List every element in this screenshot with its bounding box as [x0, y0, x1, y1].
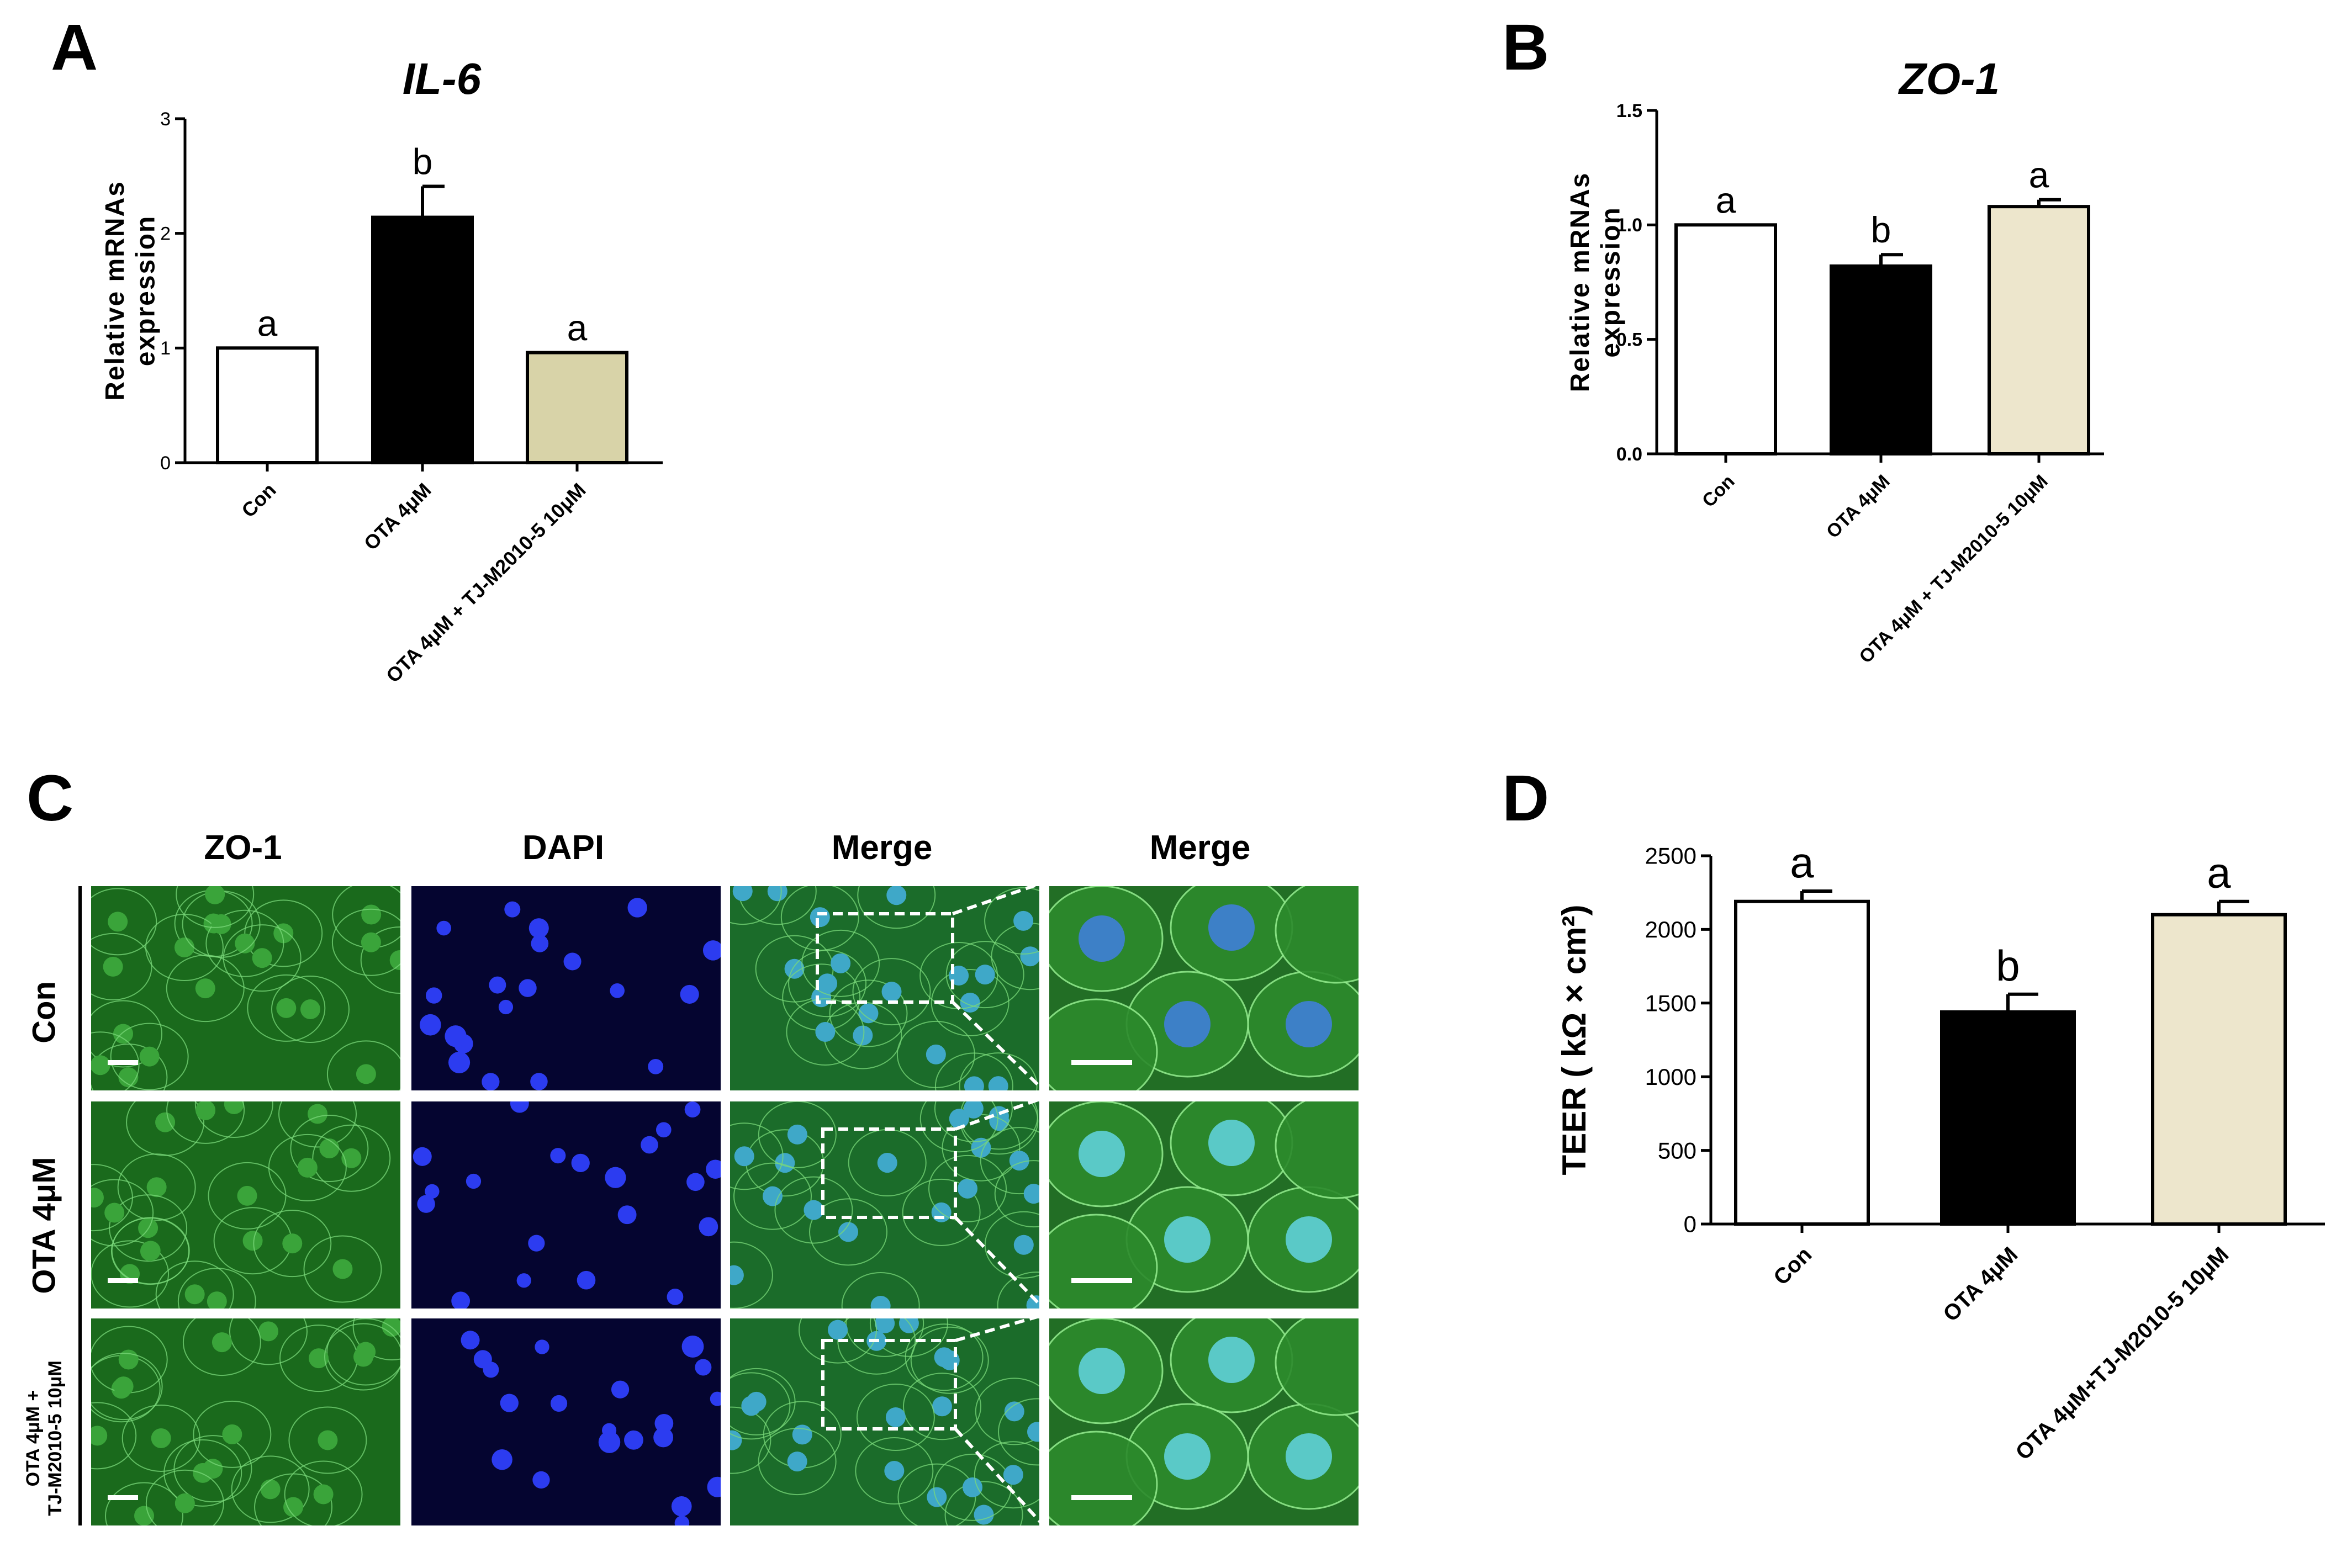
- y-tick-label: 2: [160, 224, 171, 245]
- column-header-merge: Merge: [831, 829, 933, 867]
- bar-1: [1674, 223, 1777, 455]
- chart-title: ZO-1: [1898, 54, 2000, 103]
- y-tick-label: 2000: [1645, 917, 1696, 942]
- bar-2: [1940, 1010, 2076, 1226]
- bar-2: [1830, 264, 1932, 455]
- y-axis-label-line: expression: [131, 215, 160, 366]
- significance-letter: a: [1716, 179, 1736, 220]
- micro-image-r2-zo1: [91, 1101, 400, 1309]
- x-tick-label: OTA 4μM: [1822, 471, 1894, 543]
- significance-letter: a: [2029, 155, 2049, 195]
- micro-image-r1-dapi: [411, 886, 721, 1090]
- x-tick-label: OTA 4μM + TJ-M2010-5 10μM: [1855, 471, 2052, 668]
- column-header-merge-zoom: Merge: [1149, 829, 1251, 867]
- bar-2: [371, 215, 474, 464]
- y-tick-label: 1000: [1645, 1064, 1696, 1090]
- y-tick-label: 1.0: [1616, 215, 1642, 236]
- y-tick-label: 0: [160, 453, 171, 474]
- panel-letter-a: A: [51, 11, 98, 84]
- micro-image-r3-zo1: [91, 1318, 400, 1525]
- y-tick-label: 0.0: [1616, 444, 1642, 465]
- significance-letter: a: [2207, 849, 2231, 897]
- significance-letter: a: [567, 308, 588, 348]
- x-tick-label: Con: [237, 479, 280, 522]
- micro-image-r1-merge: [730, 886, 1039, 1090]
- x-tick-label: Con: [1769, 1242, 1816, 1290]
- column-header-dapi: DAPI: [522, 829, 605, 867]
- panel-letter-b: B: [1502, 11, 1550, 84]
- chart-teer: 0 500 1000 1500 2000 2500 TEER ( kΩ × cm²) a Con…: [1556, 838, 2325, 1465]
- y-axis-label-line: TEER ( kΩ × cm²): [1556, 905, 1593, 1175]
- significance-letter: b: [1996, 941, 2020, 990]
- y-tick-label: 500: [1658, 1137, 1696, 1163]
- significance-letter: a: [257, 303, 278, 343]
- x-tick-label: OTA 4μM: [360, 479, 436, 555]
- y-tick-label: 1: [160, 338, 171, 359]
- x-tick-label: Con: [1698, 471, 1739, 512]
- panel-letter-c: C: [27, 762, 74, 835]
- bar-1: [216, 346, 319, 464]
- micro-image-r3-merge: [730, 1318, 1039, 1525]
- scale-bar: [108, 1060, 138, 1065]
- significance-letter: b: [1871, 209, 1891, 250]
- scale-bar: [108, 1495, 138, 1500]
- y-tick-label: 0.5: [1616, 330, 1642, 351]
- panel-letter-d: D: [1502, 762, 1550, 835]
- significance-letter: a: [1790, 838, 1814, 887]
- y-axis-label-line: Relative mRNAs: [1566, 172, 1595, 393]
- micro-image-r1-zoom: [1049, 886, 1359, 1090]
- micro-image-r3-dapi: [411, 1318, 721, 1525]
- y-tick-label: 1.5: [1616, 100, 1642, 121]
- y-tick-label: 2500: [1645, 843, 1696, 869]
- chart-il6: IL-6 0 1 2 3 Relative mRNAs expression a Con b OTA…: [101, 54, 663, 687]
- x-tick-label: OTA 4μM+TJ-M2010-5 10μM: [2011, 1242, 2233, 1465]
- micro-image-r2-zoom: [1049, 1101, 1359, 1309]
- x-tick-label: OTA 4μM: [1938, 1242, 2022, 1326]
- scale-bar: [108, 1278, 138, 1283]
- y-tick-label: 0: [1684, 1211, 1696, 1237]
- y-axis-label: Relative mRNAs expression: [101, 181, 160, 401]
- scale-bar: [1071, 1495, 1132, 1500]
- bar-3: [1988, 205, 2090, 455]
- chart-zo1: ZO-1 0.0 0.5 1.0 1.5 Relative mRNAs expression…: [1566, 54, 2104, 668]
- row-label-ota-tj: OTA 4μM + TJ-M2010-5 10μM: [23, 1360, 66, 1516]
- bar-3: [526, 351, 628, 465]
- row-label-con: Con: [26, 981, 62, 1043]
- chart-title: IL-6: [403, 54, 482, 103]
- scale-bar: [1071, 1060, 1132, 1065]
- column-header-zo1: ZO-1: [204, 829, 282, 867]
- scale-bar: [1071, 1278, 1132, 1283]
- row-label-ota: OTA 4μM: [26, 1157, 62, 1294]
- y-axis-label: Relative mRNAs expression: [1566, 172, 1625, 393]
- micro-image-r3-zoom: [1049, 1318, 1359, 1525]
- y-tick-label: 1500: [1645, 990, 1696, 1016]
- microscopy-grid: ZO-1 DAPI Merge Merge Con OTA 4μM OTA 4μ…: [0, 762, 1491, 1542]
- bar-3: [2151, 913, 2287, 1226]
- micro-image-r2-dapi: [411, 1101, 721, 1309]
- micro-image-r2-merge: [730, 1101, 1039, 1309]
- y-tick-label: 3: [160, 109, 171, 130]
- y-axis-label-line: expression: [1596, 206, 1625, 357]
- significance-letter: b: [413, 141, 433, 182]
- y-axis-label: TEER ( kΩ × cm²): [1556, 905, 1593, 1175]
- y-axis-label-line: Relative mRNAs: [101, 181, 130, 401]
- micro-image-r1-zo1: [91, 886, 400, 1090]
- bar-1: [1734, 899, 1870, 1226]
